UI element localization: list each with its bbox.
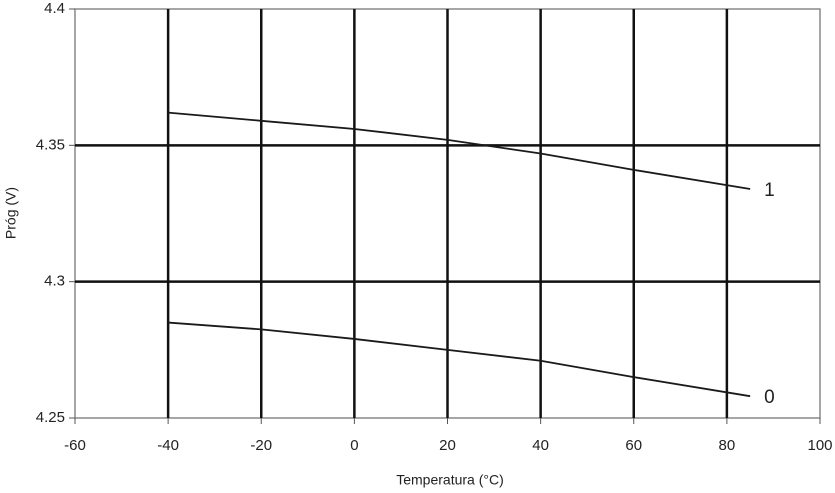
series-end-label: 0 — [764, 387, 775, 408]
y-axis-title: Próg (V) — [3, 187, 19, 239]
x-tick-label: 40 — [532, 437, 549, 454]
x-tick-label: -20 — [250, 437, 272, 454]
x-tick-label: -40 — [157, 437, 179, 454]
x-tick-label: 60 — [625, 437, 642, 454]
series-end-label: 1 — [764, 180, 775, 201]
x-tick-label: 0 — [350, 437, 358, 454]
x-tick-label: 80 — [719, 437, 736, 454]
y-tick-label: 4.25 — [36, 409, 65, 426]
series-line — [168, 111, 751, 190]
x-tick-label: 20 — [439, 437, 456, 454]
series-line — [168, 321, 751, 398]
y-tick-label: 4.35 — [36, 136, 65, 153]
x-tick-label: -60 — [64, 437, 86, 454]
x-tick-label: 100 — [807, 437, 832, 454]
y-tick-label: 4.4 — [44, 0, 65, 17]
x-axis-title: Temperatura (°C) — [396, 472, 504, 488]
y-tick-label: 4.3 — [44, 273, 65, 290]
